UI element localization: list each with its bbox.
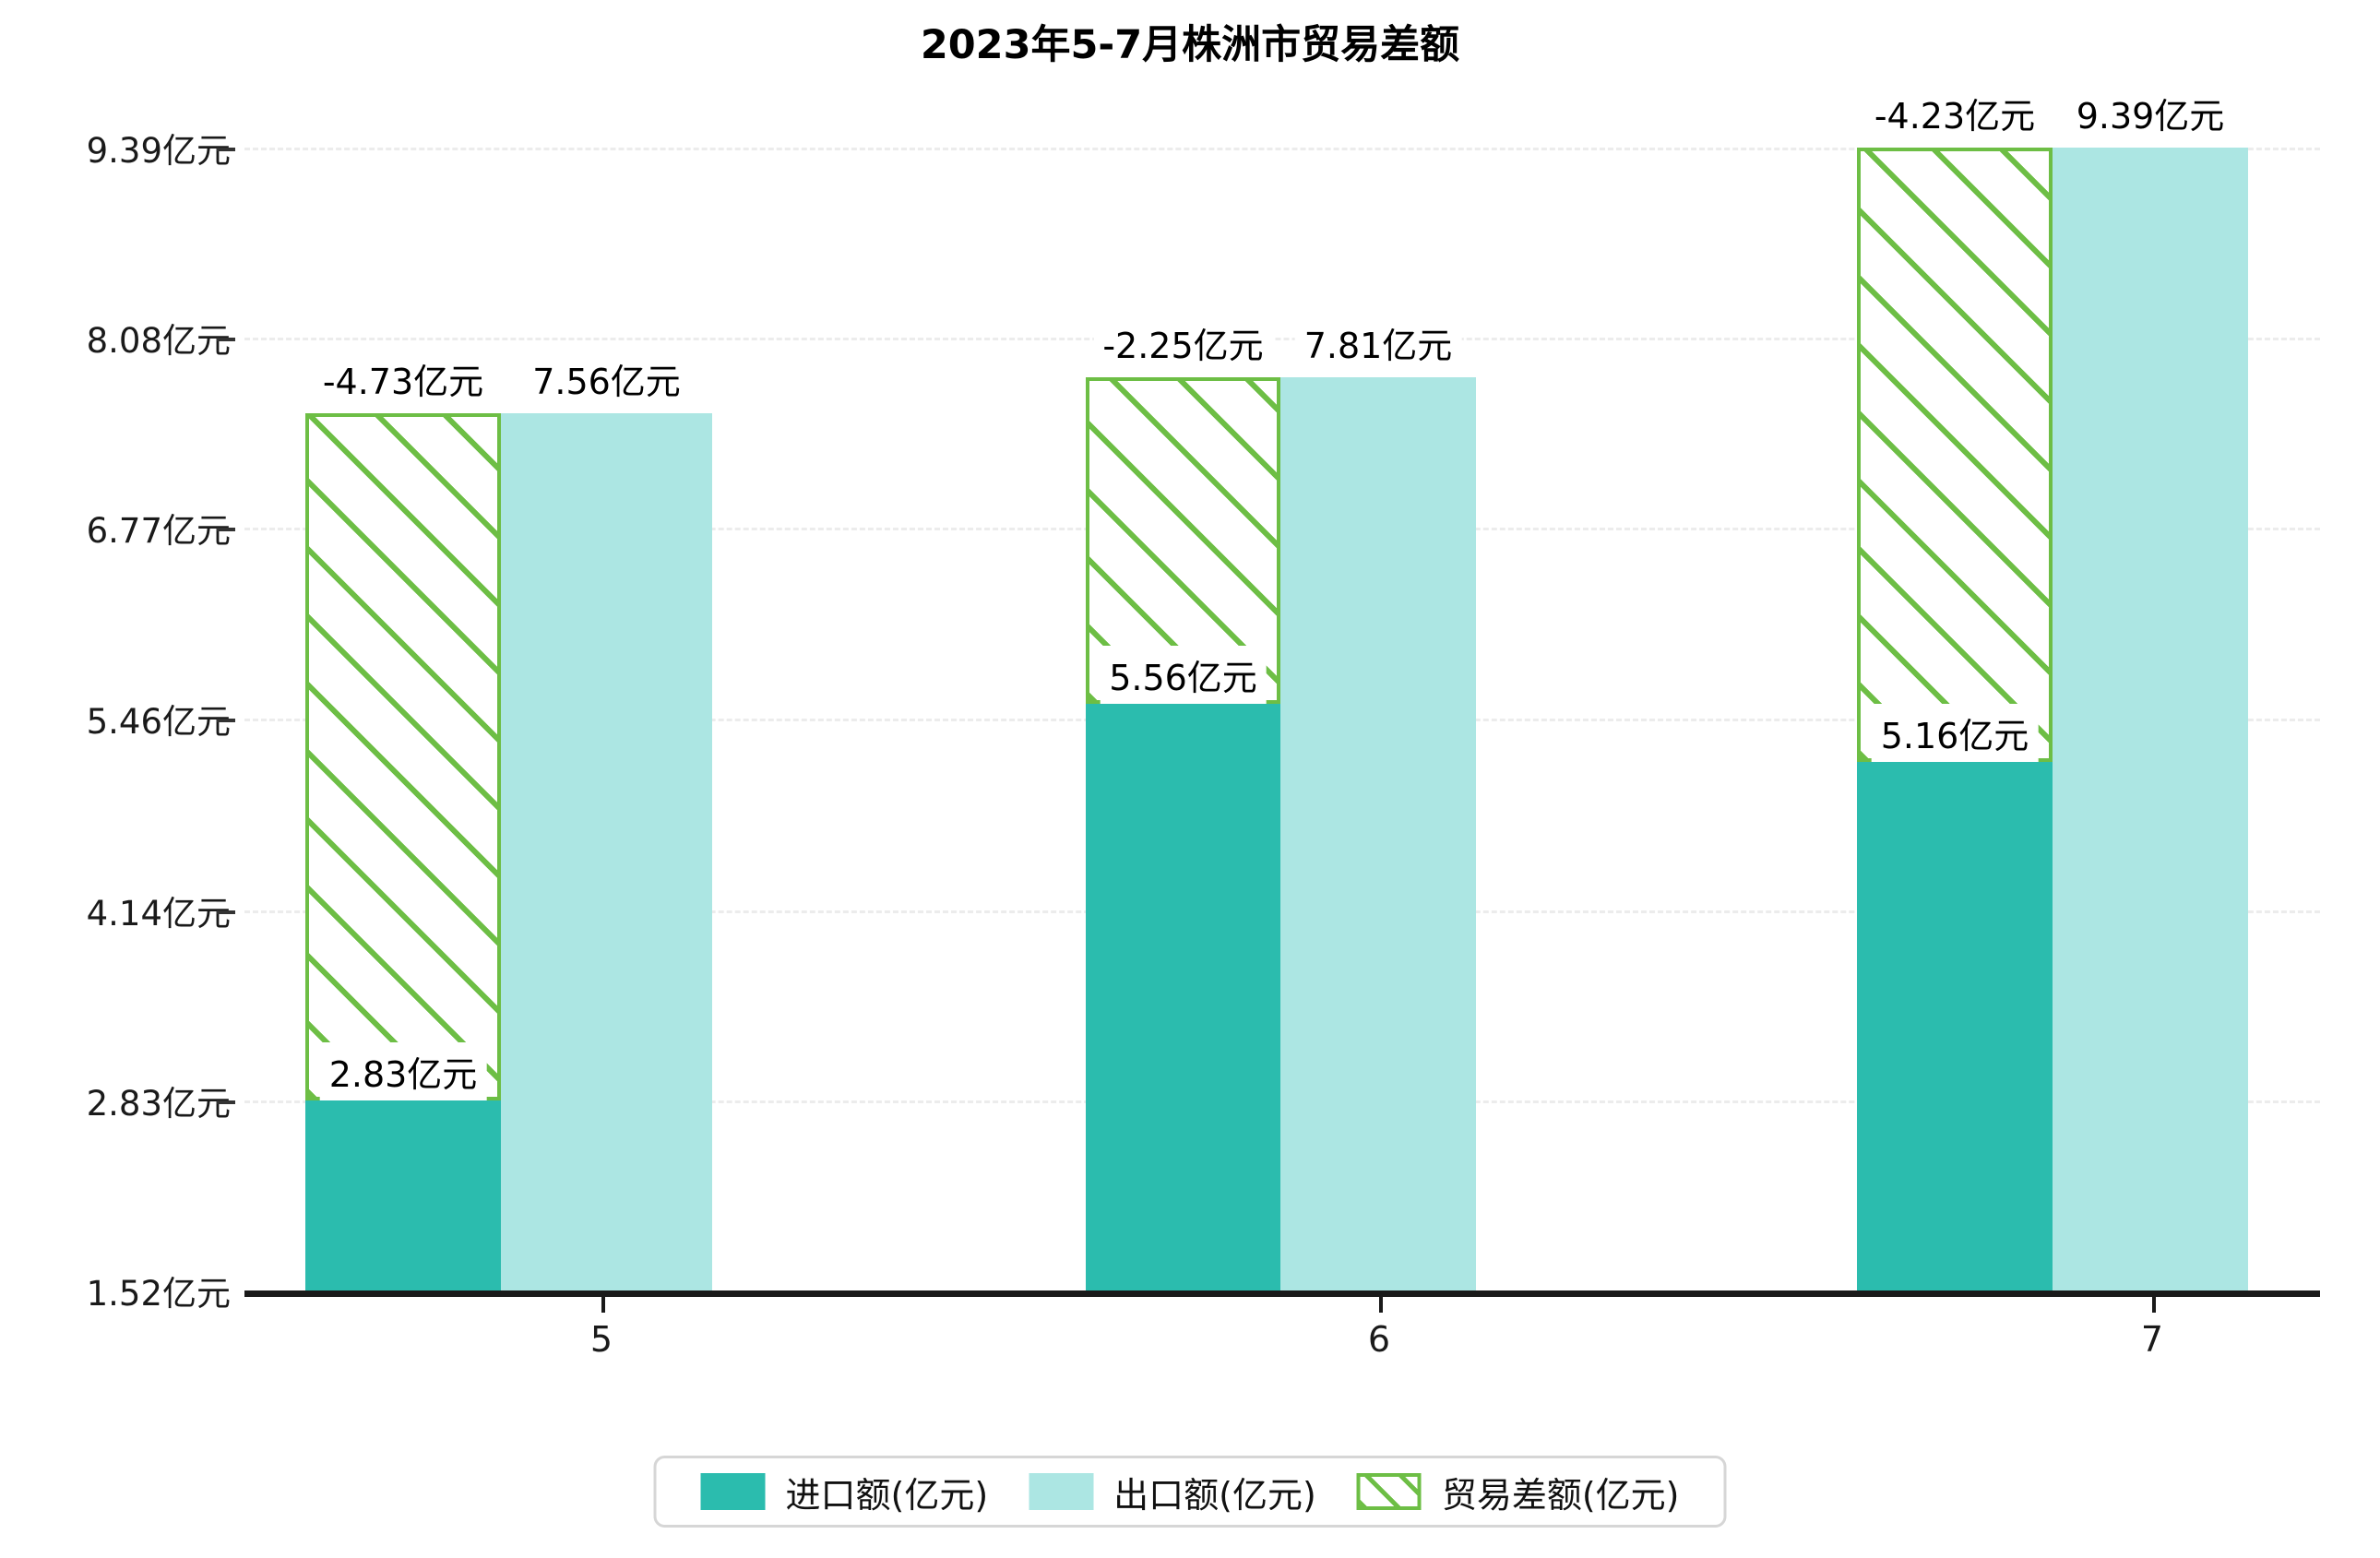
- value-label-export: 7.81亿元: [1294, 313, 1462, 372]
- bar-export[interactable]: [2053, 148, 2248, 1290]
- y-axis-tick-mark: [217, 338, 235, 342]
- gridline: [244, 338, 2320, 341]
- legend-item-balance[interactable]: 贸易差额(亿元): [1356, 1467, 1680, 1517]
- y-axis-tick-label: 2.83亿元: [86, 1083, 231, 1124]
- legend-label: 进口额(亿元): [785, 1474, 989, 1516]
- bar-export[interactable]: [501, 413, 712, 1290]
- legend-swatch-balance-icon: [1356, 1473, 1422, 1510]
- chart-title: 2023年5-7月株洲市贸易差额: [920, 22, 1460, 68]
- y-axis-tick-label: 9.39亿元: [86, 131, 231, 171]
- bar-import[interactable]: [305, 1100, 501, 1290]
- x-axis-tick-label: 6: [1367, 1319, 1391, 1360]
- y-axis-tick-mark: [217, 718, 235, 722]
- value-label-trade-balance: -2.25亿元: [1093, 313, 1273, 372]
- legend-label: 贸易差额(亿元): [1441, 1474, 1680, 1516]
- value-label-export: 7.56亿元: [523, 350, 690, 409]
- value-label-import: 2.83亿元: [319, 1041, 487, 1100]
- value-label-trade-balance: -4.73亿元: [313, 350, 494, 409]
- bar-import[interactable]: [1086, 703, 1280, 1290]
- y-axis-tick-mark: [217, 910, 235, 914]
- value-label-export: 9.39亿元: [2066, 84, 2234, 142]
- x-axis-tick-mark: [1379, 1290, 1383, 1313]
- plot-area: 2.83亿元 7.56亿元 -4.73亿元 5.56亿元 7.81亿元 -2.25亿元 5.…: [244, 84, 2320, 1290]
- x-axis-tick-label: 7: [2140, 1319, 2164, 1360]
- y-axis-tick-label: 8.08亿元: [86, 321, 231, 362]
- value-label-trade-balance: -4.23亿元: [1864, 84, 2045, 142]
- bar-trade-balance[interactable]: [1857, 148, 2053, 762]
- legend-item-import[interactable]: 进口额(亿元): [700, 1467, 989, 1517]
- y-axis-tick-mark: [217, 148, 235, 151]
- y-axis-tick-label: 5.46亿元: [86, 701, 231, 742]
- x-axis-tick-mark: [601, 1290, 605, 1313]
- legend-label: 出口额(亿元): [1113, 1474, 1316, 1516]
- legend-item-export[interactable]: 出口额(亿元): [1029, 1467, 1316, 1517]
- y-axis-tick-label: 4.14亿元: [86, 893, 231, 934]
- bar-import[interactable]: [1857, 761, 2053, 1290]
- y-axis-tick-label: 1.52亿元: [86, 1274, 231, 1314]
- chart-legend: 进口额(亿元) 出口额(亿元) 贸易差额(亿元): [653, 1456, 1727, 1528]
- x-axis-line: [244, 1290, 2320, 1297]
- gridline: [244, 148, 2320, 150]
- bar-export[interactable]: [1280, 376, 1476, 1290]
- legend-swatch-export-icon: [1029, 1473, 1094, 1510]
- y-axis-tick-mark: [217, 528, 235, 532]
- y-axis-tick-label: 6.77亿元: [86, 511, 231, 552]
- x-axis-tick-mark: [2152, 1290, 2156, 1313]
- value-label-import: 5.56亿元: [1100, 645, 1267, 704]
- x-axis-tick-label: 5: [589, 1319, 613, 1360]
- bar-trade-balance[interactable]: [305, 413, 501, 1100]
- value-label-import: 5.16亿元: [1871, 703, 2039, 762]
- legend-swatch-import-icon: [700, 1473, 766, 1510]
- y-axis-tick-mark: [217, 1100, 235, 1104]
